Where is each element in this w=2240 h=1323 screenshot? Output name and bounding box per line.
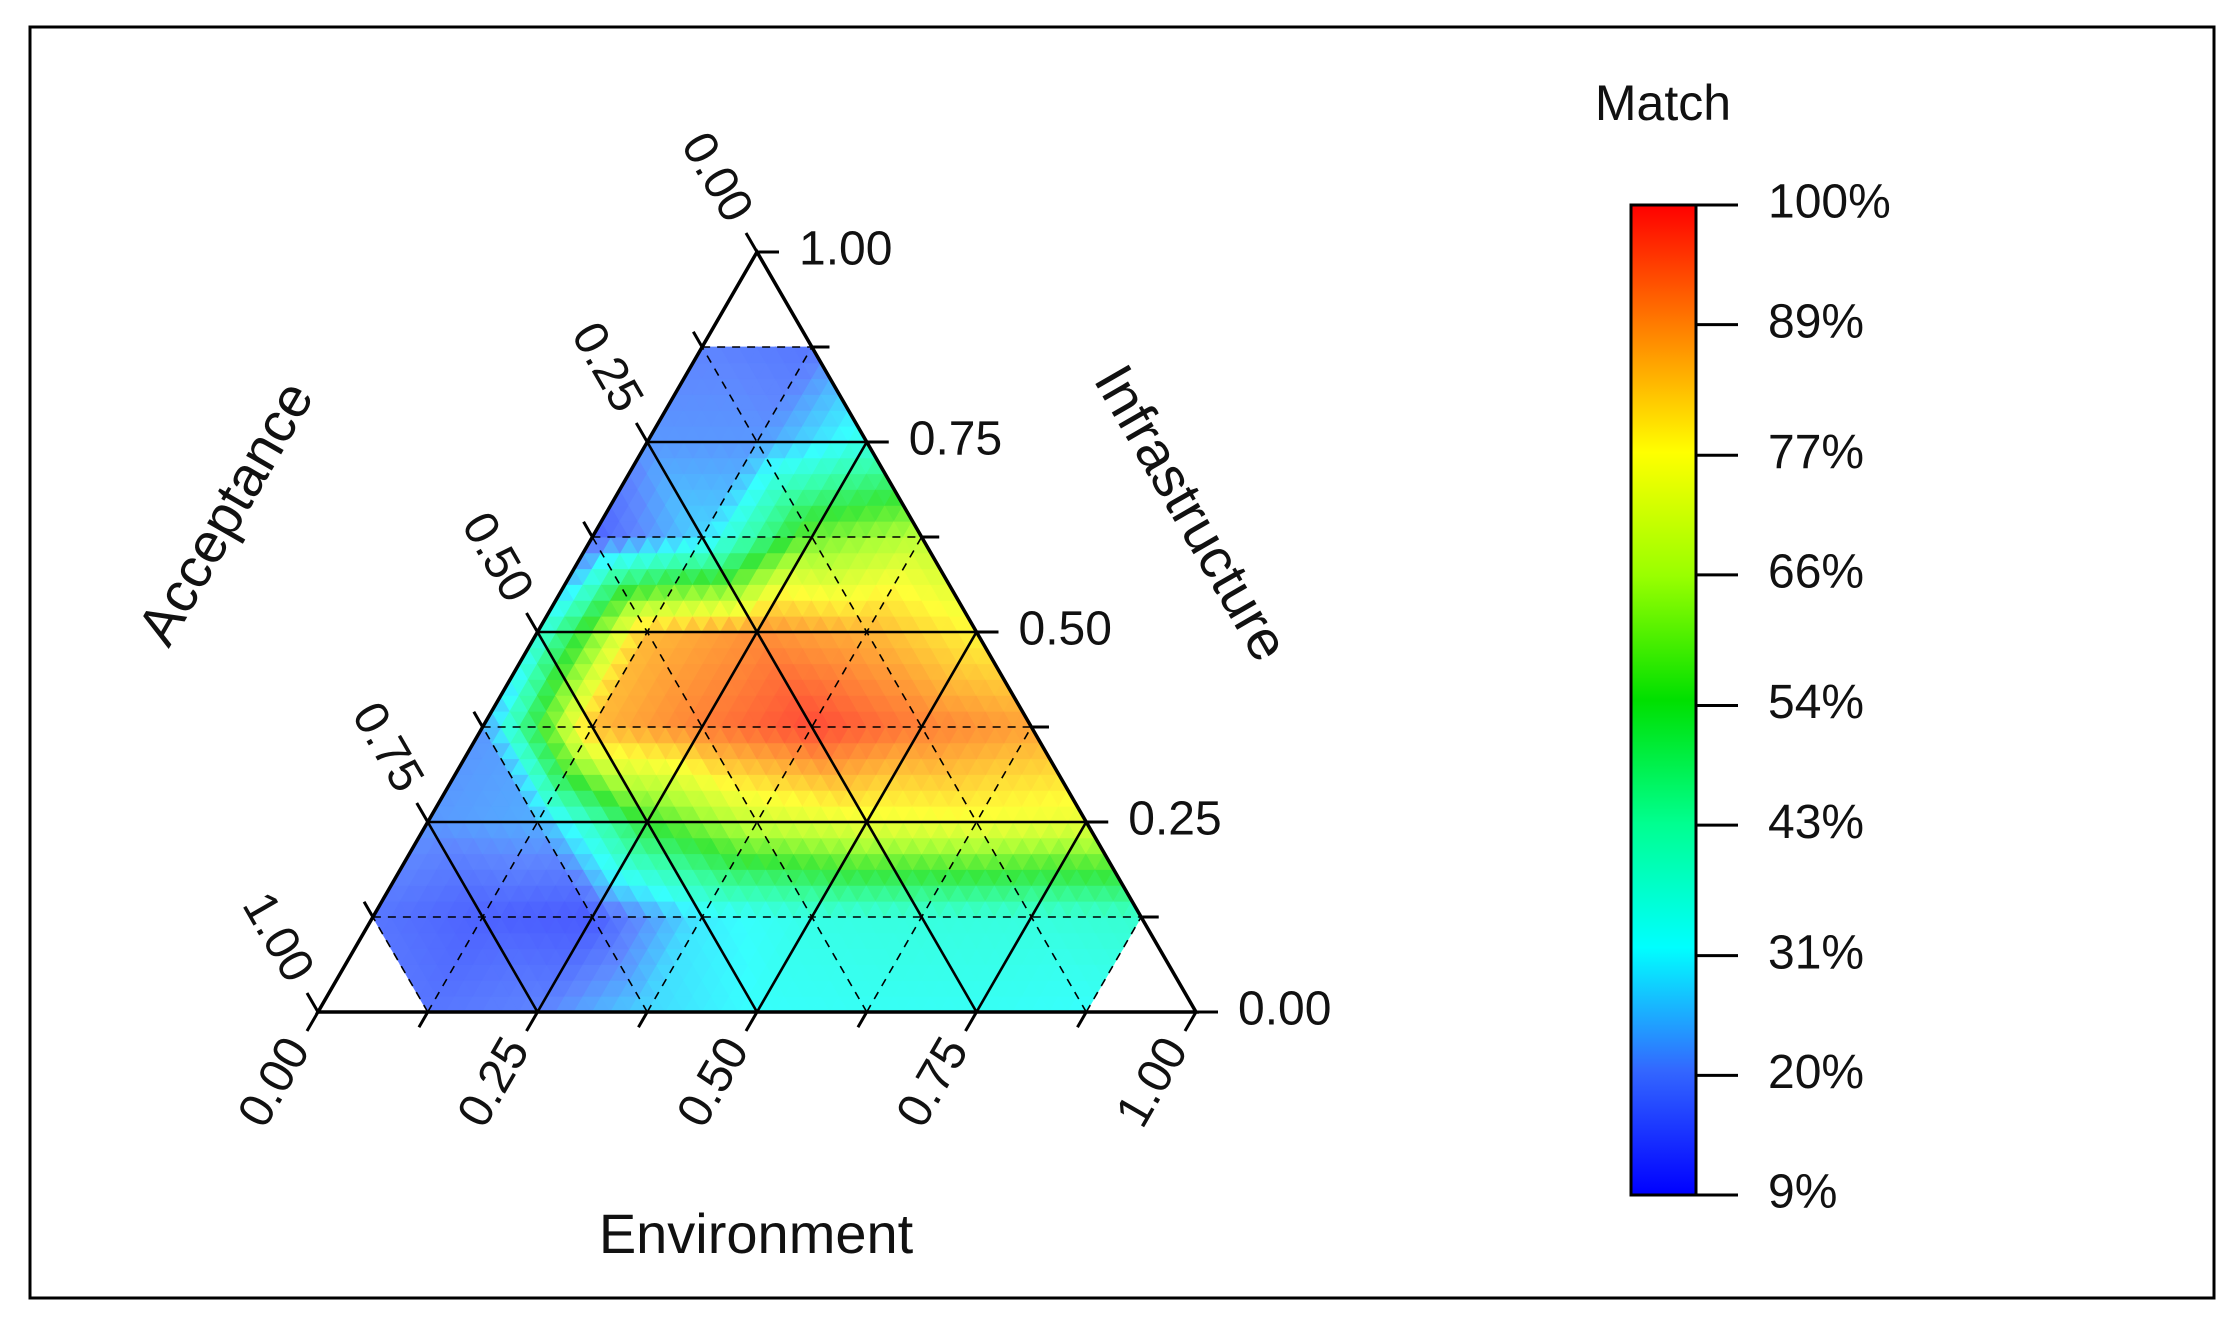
tick-mark (1076, 1011, 1088, 1028)
grid-line (372, 916, 429, 1013)
colorbar-tick-label: 20% (1768, 1046, 1864, 1099)
grid-line (646, 441, 978, 1013)
tick-mark (637, 1011, 649, 1028)
contour-cell (719, 346, 740, 364)
tick-mark (692, 331, 704, 348)
frame (28, 25, 2216, 1300)
tick-mark (744, 1011, 759, 1032)
colorbar-title: Match (1595, 75, 1731, 131)
tick-mark (634, 422, 649, 443)
grid-line (701, 346, 1087, 1013)
tick-mark (415, 802, 430, 823)
right-tick-label: 1.00 (799, 223, 892, 276)
grid (372, 346, 1142, 1013)
colorbar-tick-label: 54% (1768, 676, 1864, 729)
tick-mark (964, 1011, 978, 1032)
grid-line (975, 821, 1088, 1013)
colorbar-tick-label: 66% (1768, 546, 1864, 599)
colorbar-tick-label: 77% (1768, 426, 1864, 479)
grid-line (481, 726, 648, 1013)
grid-line (646, 536, 923, 1013)
tick-mark (417, 1011, 430, 1028)
tick-mark (525, 612, 539, 633)
tick-mark (305, 992, 320, 1013)
grid-line (536, 631, 759, 1013)
right-tick-label: 0.75 (909, 413, 1002, 466)
colorbar-tick-label: 89% (1768, 295, 1864, 348)
tick-mark (472, 711, 484, 728)
grid-line (536, 441, 868, 1013)
colorbar-tick-label: 100% (1768, 176, 1891, 229)
tick-mark (744, 232, 759, 253)
grid-line (755, 631, 978, 1013)
tick-mark (305, 1011, 320, 1032)
right-tick-label: 0.25 (1128, 793, 1221, 846)
tick-mark (582, 521, 594, 538)
tick-mark (856, 1011, 869, 1028)
colorbar-tick-label: 43% (1768, 796, 1864, 849)
grid-line (866, 726, 1033, 1013)
tick-mark (362, 901, 375, 918)
tick-mark (1183, 1011, 1198, 1032)
right-tick-label: 0.50 (1019, 603, 1112, 656)
contour (372, 346, 1142, 1013)
colorbar-tick-label: 31% (1768, 926, 1864, 979)
right-tick-label: 0.00 (1238, 983, 1331, 1036)
bottom-axis-title: Environment (599, 1202, 914, 1265)
grid-line (427, 346, 813, 1013)
grid-line (1085, 916, 1142, 1013)
contour-cell (701, 346, 722, 364)
grid-line (591, 536, 868, 1013)
colorbar-tick-label: 9% (1768, 1166, 1837, 1219)
colorbar (1629, 203, 1698, 1197)
grid-line (426, 821, 539, 1013)
tick-mark (525, 1011, 539, 1032)
